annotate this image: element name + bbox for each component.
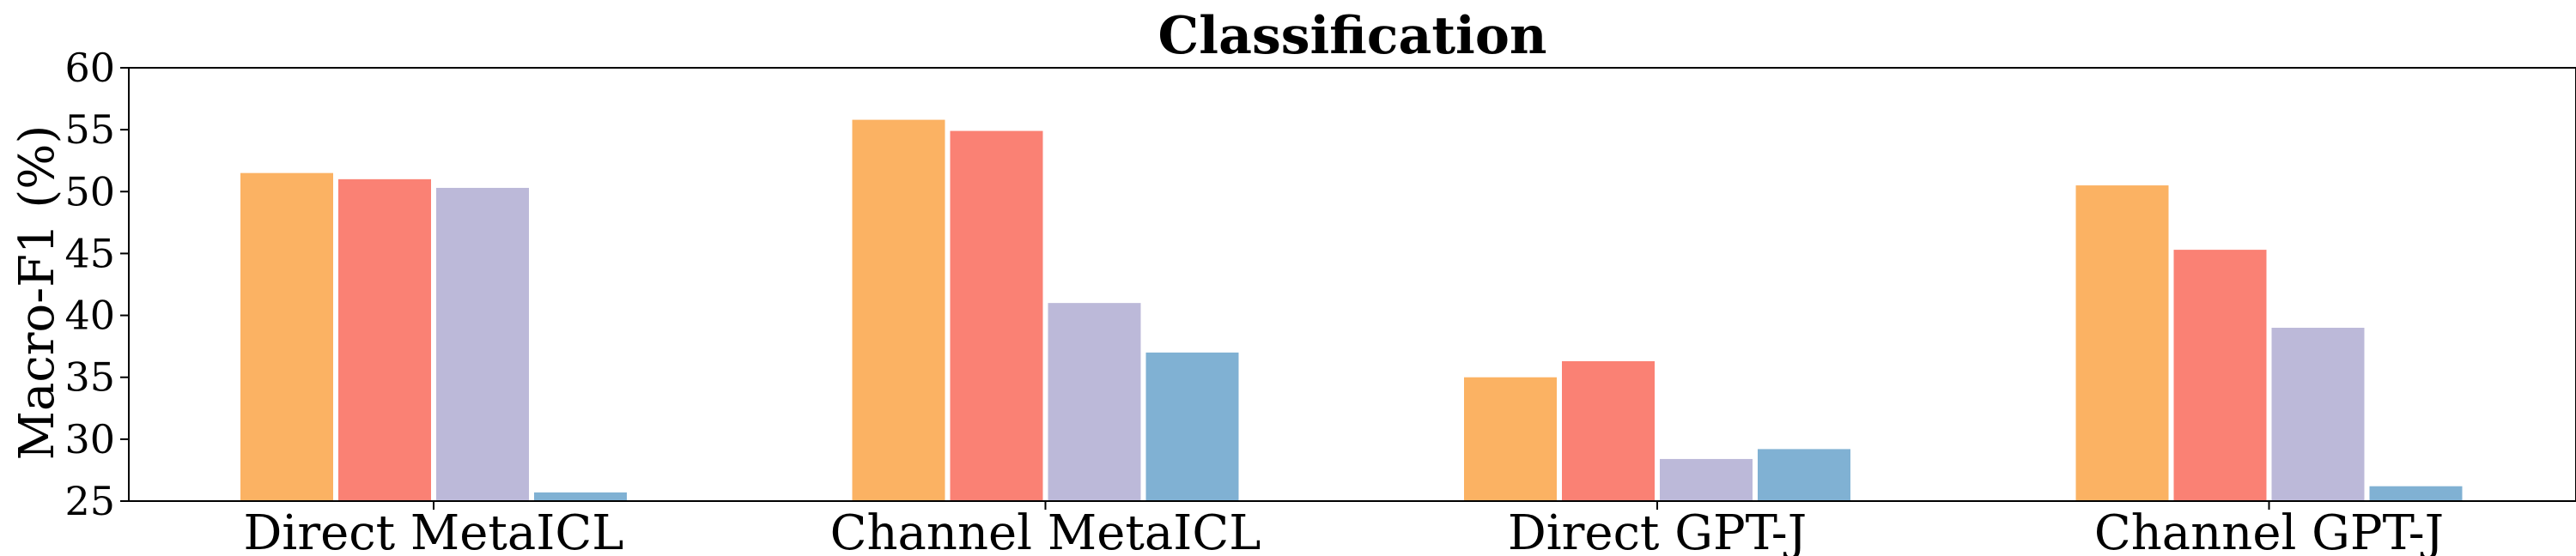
bar xyxy=(2369,486,2463,501)
y-axis: 25 30 35 40 45 50 55 60 xyxy=(64,45,129,524)
chart-title: Classification xyxy=(1158,6,1547,66)
bar xyxy=(852,119,945,501)
bar xyxy=(1464,377,1557,501)
y-tick-label: 50 xyxy=(64,168,115,215)
y-tick-label: 35 xyxy=(64,354,115,401)
y-axis-label: Macro-F1 (%) xyxy=(9,125,65,461)
bar xyxy=(2173,250,2267,501)
y-tick-label: 45 xyxy=(64,230,115,276)
y-tick-label: 55 xyxy=(64,106,115,153)
x-axis: Direct MetaICL Channel MetaICL Direct GPT-… xyxy=(244,501,2444,556)
bar xyxy=(338,178,431,501)
bar xyxy=(950,130,1043,502)
bar xyxy=(1562,360,1655,501)
bars-group xyxy=(240,119,2463,502)
y-tick-label: 60 xyxy=(64,45,115,91)
bar xyxy=(1048,303,1141,501)
bar xyxy=(2075,185,2169,502)
bar xyxy=(436,187,529,501)
x-tick-label: Channel MetaICL xyxy=(830,505,1261,556)
bar xyxy=(240,172,333,501)
x-tick-label: Direct MetaICL xyxy=(244,505,624,556)
bar xyxy=(1660,458,1753,501)
x-tick-label: Direct GPT-J xyxy=(1508,505,1807,556)
plot-frame xyxy=(128,67,2576,502)
x-tick-label: Channel GPT-J xyxy=(2094,505,2444,556)
bar xyxy=(1758,449,1850,501)
y-tick-label: 40 xyxy=(64,293,115,339)
bar xyxy=(2271,328,2365,501)
y-tick-label: 30 xyxy=(64,416,115,462)
y-tick-label: 25 xyxy=(64,478,115,524)
bar xyxy=(1145,352,1239,501)
bar xyxy=(534,492,627,501)
